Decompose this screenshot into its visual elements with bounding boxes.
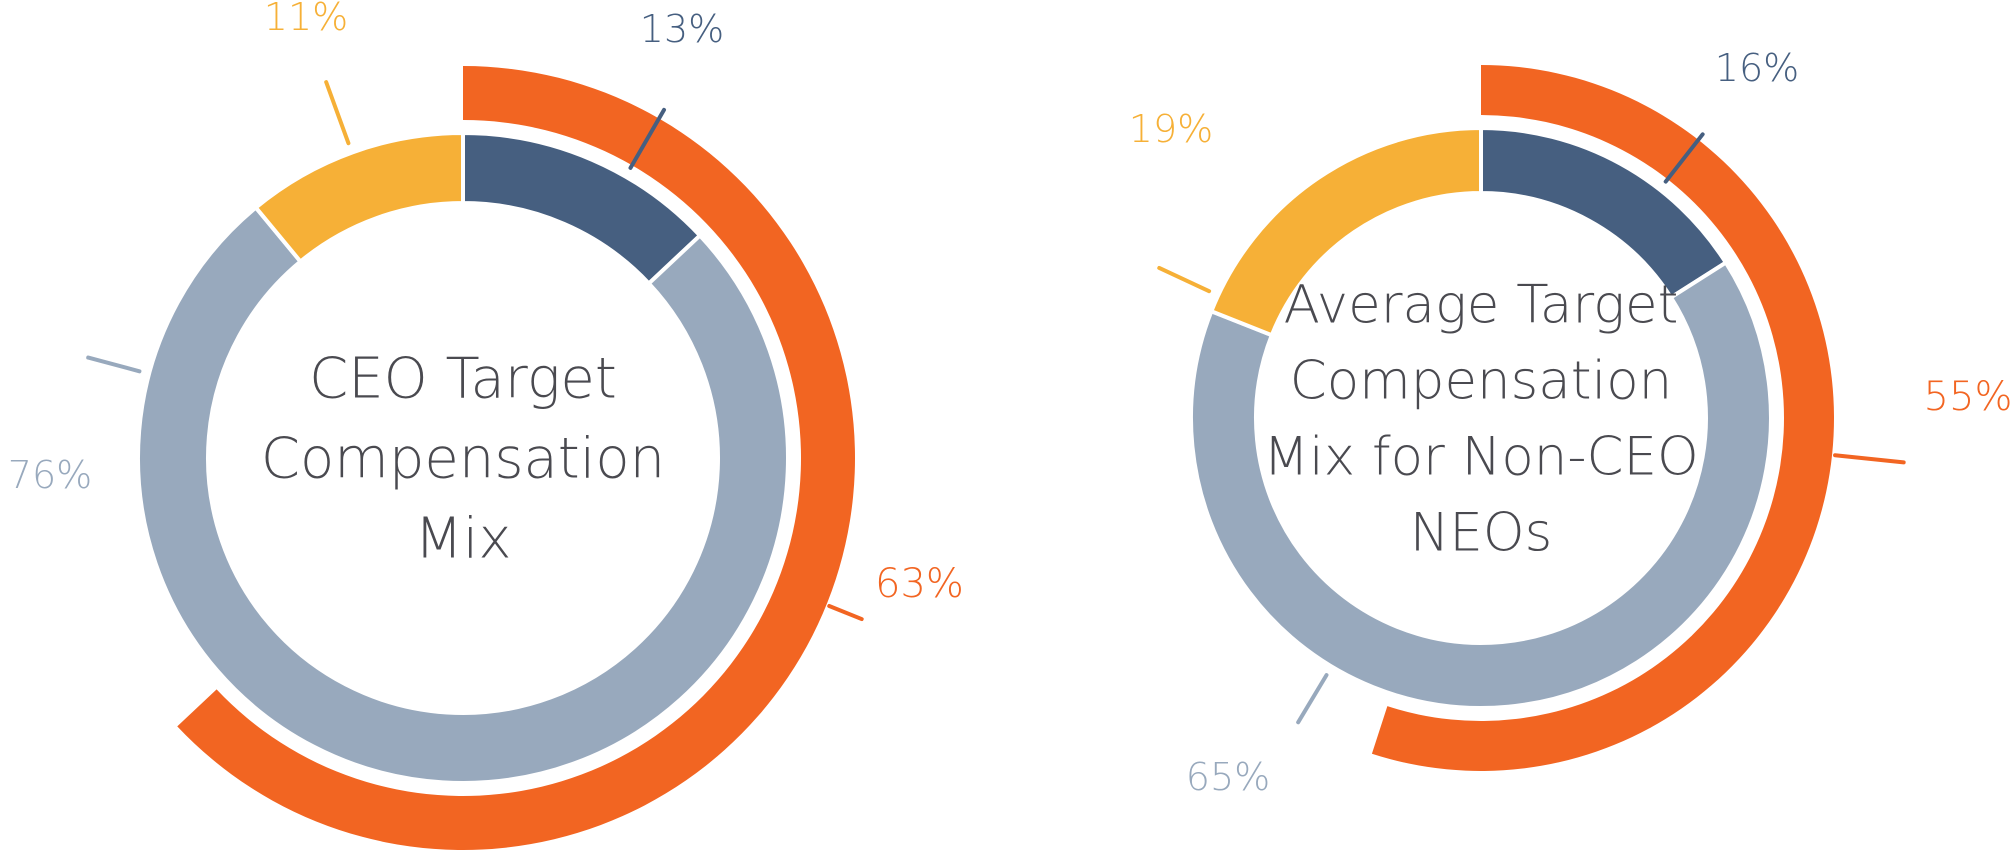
annual-incentive-leader-line — [628, 107, 666, 170]
performance-based-percent-label: 55% — [1924, 374, 2011, 420]
base-salary-leader-line — [324, 80, 351, 146]
non-ceo-compensation-donut: 16% 65% 19% 55% Average Target Compensation Mi… — [1129, 46, 2011, 799]
long-term-incentive-slice — [136, 204, 790, 785]
performance-based-leader-line — [1833, 453, 1906, 465]
chart-title-line: Mix — [414, 507, 511, 572]
long-term-incentive-percent-label: 76% — [8, 453, 92, 497]
performance-based-outer-arc — [177, 66, 856, 850]
annual-incentive-leader-line — [1663, 132, 1705, 184]
base-salary-percent-label: 19% — [1129, 107, 1213, 151]
performance-based-leader-line — [827, 603, 864, 622]
annual-incentive-percent-label: 16% — [1715, 46, 1799, 90]
chart-title-line: NEOs — [1410, 503, 1552, 564]
annual-incentive-percent-label: 13% — [640, 7, 724, 51]
chart-title-line: Compensation — [261, 427, 665, 492]
base-salary-leader-line — [1157, 265, 1212, 294]
ceo-compensation-donut: 13% 76% 11% 63% CEO Target Compensation Mix — [8, 0, 964, 850]
base-salary-slice — [253, 130, 465, 265]
chart-title-line: Average Target — [1284, 275, 1679, 336]
long-term-incentive-leader-line — [1296, 673, 1329, 725]
base-salary-slice — [1208, 125, 1483, 338]
performance-based-percent-label: 63% — [875, 561, 964, 607]
chart-title: Average Target Compensation Mix for Non-CE… — [1263, 275, 1698, 564]
long-term-incentive-percent-label: 65% — [1186, 755, 1270, 799]
chart-title-line: CEO Target — [309, 347, 617, 412]
chart-title-line: Compensation — [1290, 351, 1673, 412]
chart-title-line: Mix for Non-CEO — [1263, 427, 1698, 488]
base-salary-percent-label: 11% — [264, 0, 348, 39]
long-term-incentive-leader-line — [86, 355, 142, 374]
chart-title: CEO Target Compensation Mix — [261, 347, 665, 572]
long-term-incentive-slice — [1189, 259, 1773, 710]
